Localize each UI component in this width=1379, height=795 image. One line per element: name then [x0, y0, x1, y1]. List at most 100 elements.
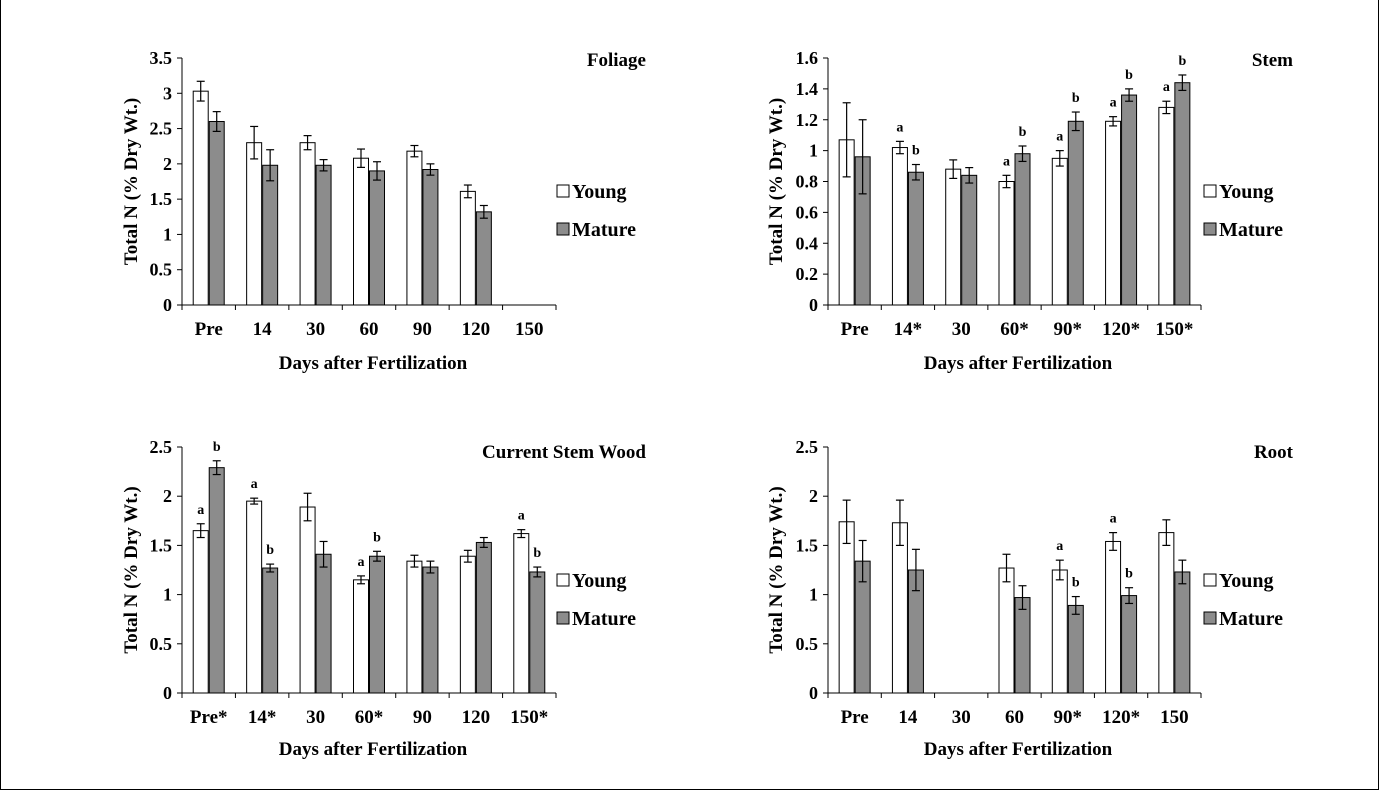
young-bar	[513, 533, 530, 694]
significance-letter: a	[1056, 130, 1063, 145]
y-tick-label: 0	[809, 683, 818, 703]
significance-letter: b	[1019, 125, 1027, 140]
y-tick-label: 1.5	[150, 189, 173, 209]
young-bar	[406, 560, 423, 694]
x-tick-label: 150	[515, 319, 544, 340]
x-tick-label: 120	[462, 707, 491, 728]
legend-swatch-mature	[1203, 222, 1217, 236]
significance-letter: a	[251, 477, 258, 492]
y-tick-label: 0.6	[796, 202, 819, 222]
x-tick-label: 30	[952, 319, 971, 340]
x-tick-label: 60	[1005, 707, 1024, 728]
x-tick-label: 120	[462, 319, 491, 340]
y-tick-label: 1	[163, 585, 172, 605]
x-tick-label: 90	[413, 707, 432, 728]
young-bar	[998, 181, 1015, 306]
y-tick-label: 3.5	[150, 48, 173, 68]
x-tick-label: 14*	[248, 707, 277, 728]
chart-title: Foliage	[587, 50, 646, 71]
y-tick-label: 0.2	[796, 264, 819, 284]
significance-letter: a	[1163, 80, 1170, 95]
chart-title: Root	[1254, 442, 1294, 463]
significance-letter: b	[266, 543, 274, 558]
significance-letter: a	[518, 509, 525, 524]
legend-label-mature: Mature	[1219, 219, 1283, 241]
x-tick-label: 60*	[1000, 319, 1029, 340]
y-tick-label: 0.5	[150, 260, 173, 280]
young-bar	[353, 579, 369, 694]
significance-letter: a	[1003, 154, 1010, 169]
young-bar	[1158, 106, 1175, 306]
legend-swatch-mature	[556, 611, 570, 625]
y-tick-label: 0	[163, 683, 172, 703]
significance-letter: b	[533, 546, 541, 561]
mature-bar	[1121, 94, 1138, 306]
x-axis-label: Days after Fertilization	[924, 353, 1113, 374]
legend-swatch-mature	[1203, 611, 1217, 625]
legend-swatch-young	[1203, 573, 1217, 587]
legend-swatch-young	[556, 573, 570, 587]
y-tick-label: 0.8	[796, 172, 819, 192]
y-tick-label: 2.5	[150, 437, 173, 457]
y-tick-label: 1	[809, 141, 818, 161]
y-tick-label: 2	[163, 486, 172, 506]
young-bar	[998, 567, 1015, 694]
x-tick-label: 60*	[355, 707, 384, 728]
y-axis-label: Total N (% Dry Wt.)	[121, 486, 142, 653]
legend-label-young: Young	[572, 181, 626, 203]
legend-label-mature: Mature	[572, 608, 636, 630]
mature-bar	[262, 164, 279, 306]
legend-swatch-young	[1203, 184, 1217, 198]
significance-letter: b	[213, 440, 221, 455]
young-bar	[459, 555, 476, 694]
mature-bar	[262, 567, 279, 694]
chart-title: Current Stem Wood	[482, 442, 646, 463]
chart-title: Stem	[1252, 50, 1293, 71]
x-tick-label: 90	[413, 319, 432, 340]
x-tick-label: 120*	[1102, 319, 1140, 340]
y-tick-label: 2.5	[796, 437, 819, 457]
legend-label-mature: Mature	[572, 219, 636, 241]
x-tick-label: 90*	[1054, 319, 1083, 340]
young-bar	[1158, 532, 1175, 694]
significance-letter: b	[1125, 68, 1133, 83]
chart-panel-4: 0 0.5 1 1.5 2 2.5 Pre 14 30 60 90* 120* 150 a a b b Root T…	[766, 437, 1294, 760]
x-tick-label: Pre*	[190, 707, 228, 728]
mature-bar	[1067, 120, 1084, 306]
mature-bar	[315, 553, 332, 694]
young-bar	[891, 147, 908, 306]
x-tick-label: 30	[952, 707, 971, 728]
legend-label-young: Young	[572, 570, 626, 592]
young-bar	[406, 150, 423, 306]
y-tick-label: 1.4	[796, 79, 819, 99]
mature-bar	[1014, 597, 1031, 694]
mature-bar	[208, 121, 225, 306]
mature-bar	[529, 571, 546, 694]
young-bar	[945, 168, 962, 306]
young-bar	[192, 530, 209, 694]
mature-bar	[1014, 153, 1031, 306]
x-tick-label: 30	[306, 707, 325, 728]
y-tick-label: 3	[163, 83, 172, 103]
young-bar	[1051, 569, 1068, 694]
mature-bar	[422, 566, 439, 694]
significance-letter: b	[373, 530, 381, 545]
young-bar	[1051, 157, 1068, 306]
legend-label-young: Young	[1219, 181, 1273, 203]
x-tick-label: Pre	[841, 707, 869, 728]
x-tick-label: 90*	[1054, 707, 1083, 728]
significance-letter: b	[1178, 54, 1186, 69]
x-axis-label: Days after Fertilization	[279, 739, 468, 760]
mature-bar	[907, 171, 924, 306]
significance-letter: a	[1056, 539, 1063, 554]
significance-letter: a	[1110, 96, 1117, 111]
mature-bar	[961, 174, 978, 306]
significance-letter: a	[197, 503, 204, 518]
x-tick-label: 150*	[1155, 319, 1193, 340]
x-tick-label: Pre	[841, 319, 869, 340]
y-tick-label: 0	[163, 295, 172, 315]
y-tick-label: 0.5	[796, 634, 819, 654]
x-tick-label: 30	[306, 319, 325, 340]
significance-letter: b	[1072, 91, 1080, 106]
